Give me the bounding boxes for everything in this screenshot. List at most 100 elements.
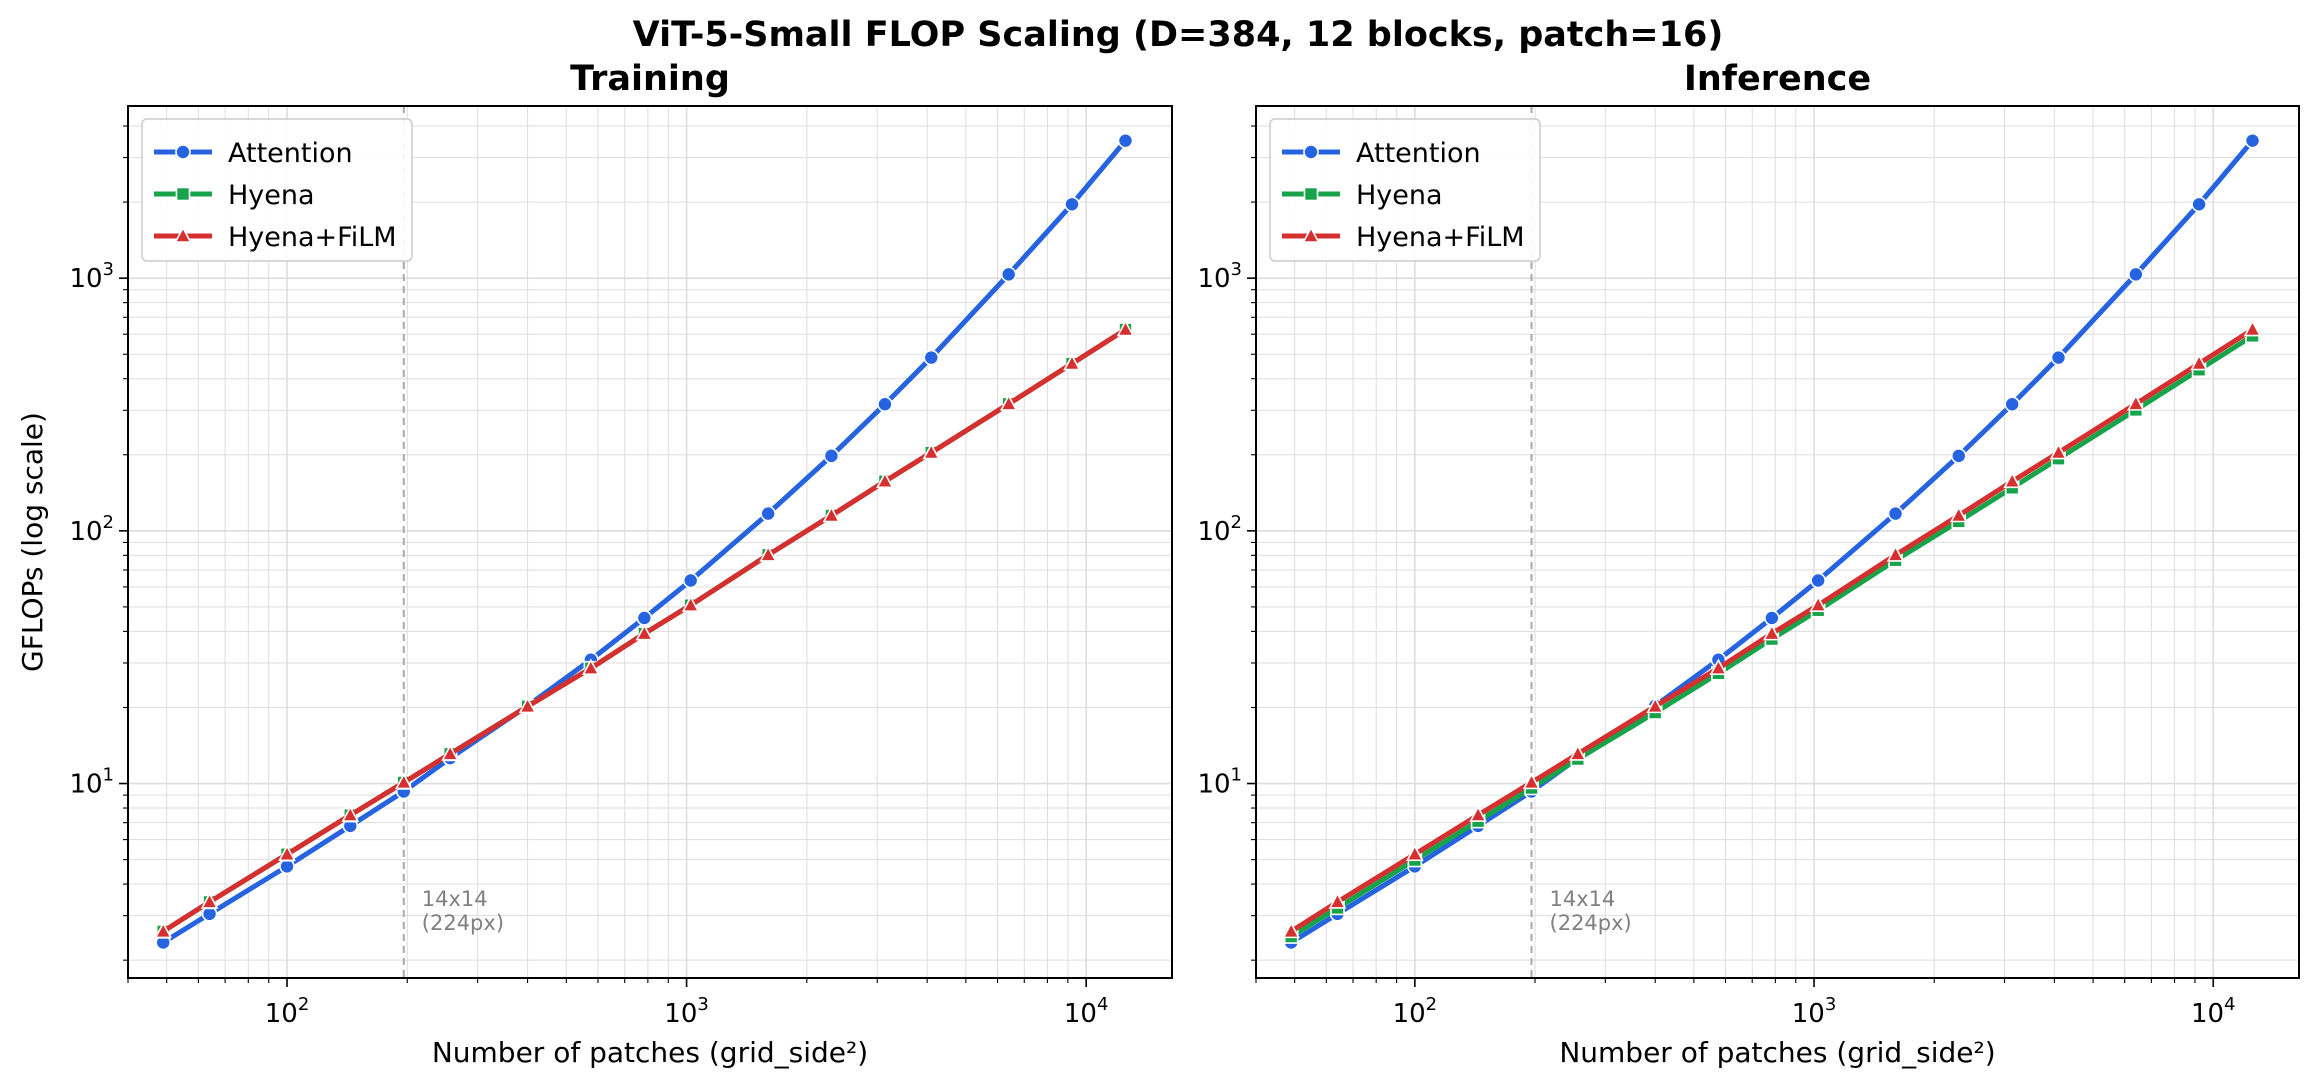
- legend-marker: [1302, 226, 1320, 243]
- legend-label: Hyena+FiLM: [1356, 222, 1525, 253]
- hyena-plus-film-point: [2049, 442, 2068, 460]
- hyena-plus-film-point: [635, 623, 654, 641]
- hyena-plus-film-point: [759, 545, 777, 562]
- attention-point: [1000, 266, 1017, 283]
- hyena-plus-film-point: [582, 658, 600, 676]
- attention-point: [636, 610, 653, 626]
- legend-label: Hyena: [228, 180, 315, 211]
- attention-point: [2128, 266, 2144, 283]
- training-panel: 14x14(224px) 102 103 104 101 102 103 Training Nu…: [16, 59, 1173, 1069]
- inference-panel: 14x14(224px) 102 103 104 101 102 103 Inference N…: [1197, 59, 2300, 1069]
- attention-point: [1887, 505, 1904, 522]
- hyena-plus-film-point: [922, 442, 941, 460]
- chart-1-x-tick-label: 104: [2191, 994, 2236, 1029]
- attention-point: [760, 505, 776, 522]
- hyena-plus-film-point: [2243, 319, 2262, 337]
- legend-label: Attention: [228, 138, 353, 169]
- chart-0-x-tick-label: 103: [664, 994, 709, 1029]
- hyena-plus-film-point: [822, 505, 841, 523]
- attention-point: [1810, 572, 1826, 589]
- chart-1-reference-label-line2: (224px): [1550, 911, 1632, 935]
- hyena-plus-film-point: [1328, 892, 1347, 909]
- legend-marker: [1303, 186, 1319, 202]
- hyena-plus-film-point: [1886, 545, 1905, 562]
- chart-0-title: Training: [570, 59, 730, 99]
- chart-0-axes-frame: [127, 105, 1173, 979]
- chart-1-y-tick-label: 101: [1197, 765, 1242, 800]
- attention-point: [2050, 349, 2067, 366]
- hyena-plus-film-point: [1469, 805, 1487, 822]
- hyena-plus-film-point: [1709, 658, 1728, 676]
- chart-0-y-tick-label: 103: [69, 259, 114, 294]
- attention-point: [1950, 448, 1967, 464]
- hyena-plus-film-point: [999, 394, 1018, 411]
- hyena-plus-film-point: [1763, 623, 1781, 641]
- hyena-plus-film-point: [518, 696, 537, 714]
- hyena-plus-film-point: [341, 805, 360, 822]
- chart-1-reference-label-line1: 14x14: [1550, 887, 1616, 911]
- attention-point: [823, 448, 840, 464]
- legend-item-hyena-plus-film: Hyena+FiLM: [154, 222, 397, 253]
- attention-point: [682, 572, 699, 589]
- chart-1-y-tick-label: 102: [1197, 512, 1242, 547]
- hyena-plus-film-point: [1646, 696, 1665, 714]
- hyena-plus-film-point: [394, 772, 413, 790]
- hyena-plus-film-point: [200, 892, 219, 909]
- legend-item-hyena: Hyena: [1282, 180, 1443, 211]
- chart-1-y-tick-label: 103: [1197, 259, 1242, 294]
- chart-1-axes-frame: [1255, 105, 2300, 979]
- hyena-plus-film-point: [154, 921, 173, 939]
- hyena-plus-film-point: [1063, 353, 1081, 371]
- chart-0-legend: Attention Hyena Hyena+FiLM: [141, 118, 413, 262]
- hyena-plus-film-point: [876, 471, 894, 489]
- legend-marker: [1303, 144, 1319, 160]
- chart-0-series-hyena-plus-film: [154, 319, 1135, 939]
- hyena-plus-film-point: [1949, 505, 1968, 523]
- hyena-plus-film-point: [278, 844, 296, 862]
- chart-1-series-hyena-plus-film: [1282, 319, 2262, 939]
- chart-0-x-axis-label: Number of patches (grid_side²): [432, 1036, 868, 1069]
- hyena-plus-film-point: [681, 595, 700, 612]
- hyena-plus-film-point: [1568, 744, 1587, 761]
- chart-0-y-tick-label: 102: [69, 512, 114, 547]
- hyena-plus-film-point: [1116, 319, 1135, 337]
- hyena-plus-film-point: [441, 744, 459, 761]
- legend-item-hyena-plus-film: Hyena+FiLM: [1282, 222, 1525, 253]
- hyena-plus-film-point: [1406, 844, 1424, 862]
- legend-label: Hyena+FiLM: [228, 222, 397, 253]
- chart-0-y-tick-label: 101: [69, 765, 114, 800]
- attention-point: [877, 396, 893, 413]
- chart-1-title: Inference: [1684, 59, 1871, 99]
- attention-point: [1117, 132, 1134, 149]
- chart-0-x-tick-label: 104: [1064, 994, 1109, 1029]
- legend-marker: [174, 226, 192, 243]
- chart-1-x-axis-label: Number of patches (grid_side²): [1559, 1036, 1995, 1069]
- legend-item-attention: Attention: [154, 138, 353, 169]
- legend-label: Hyena: [1356, 180, 1443, 211]
- attention-point: [1064, 196, 1080, 213]
- chart-0-y-axis-label: GFLOPs (log scale): [16, 412, 49, 672]
- legend-label: Attention: [1356, 138, 1481, 169]
- attention-point: [2191, 196, 2207, 213]
- legend-item-hyena: Hyena: [154, 180, 315, 211]
- hyena-plus-film-point: [2003, 471, 2022, 489]
- hyena-plus-film-point: [1522, 772, 1541, 790]
- chart-0-reference-label-line1: 14x14: [422, 887, 488, 911]
- chart-1-x-tick-label: 102: [1393, 994, 1438, 1029]
- hyena-plus-film-point: [2127, 394, 2145, 411]
- hyena-plus-film-point: [2190, 353, 2208, 371]
- chart-0-x-tick-label: 102: [265, 994, 310, 1029]
- attention-point: [1764, 610, 1780, 626]
- chart-1-legend: Attention Hyena Hyena+FiLM: [1269, 118, 1541, 262]
- chart-0-reference-label-line2: (224px): [422, 911, 504, 935]
- figure-title: ViT-5-Small FLOP Scaling (D=384, 12 bloc…: [633, 15, 1724, 55]
- chart-1-x-tick-label: 103: [1792, 994, 1837, 1029]
- attention-point: [2244, 132, 2261, 149]
- attention-point: [923, 349, 940, 366]
- legend-marker: [175, 144, 191, 160]
- legend-marker: [175, 186, 191, 202]
- legend-item-attention: Attention: [1282, 138, 1481, 169]
- hyena-plus-film-point: [1282, 921, 1301, 939]
- hyena-plus-film-point: [1809, 595, 1827, 612]
